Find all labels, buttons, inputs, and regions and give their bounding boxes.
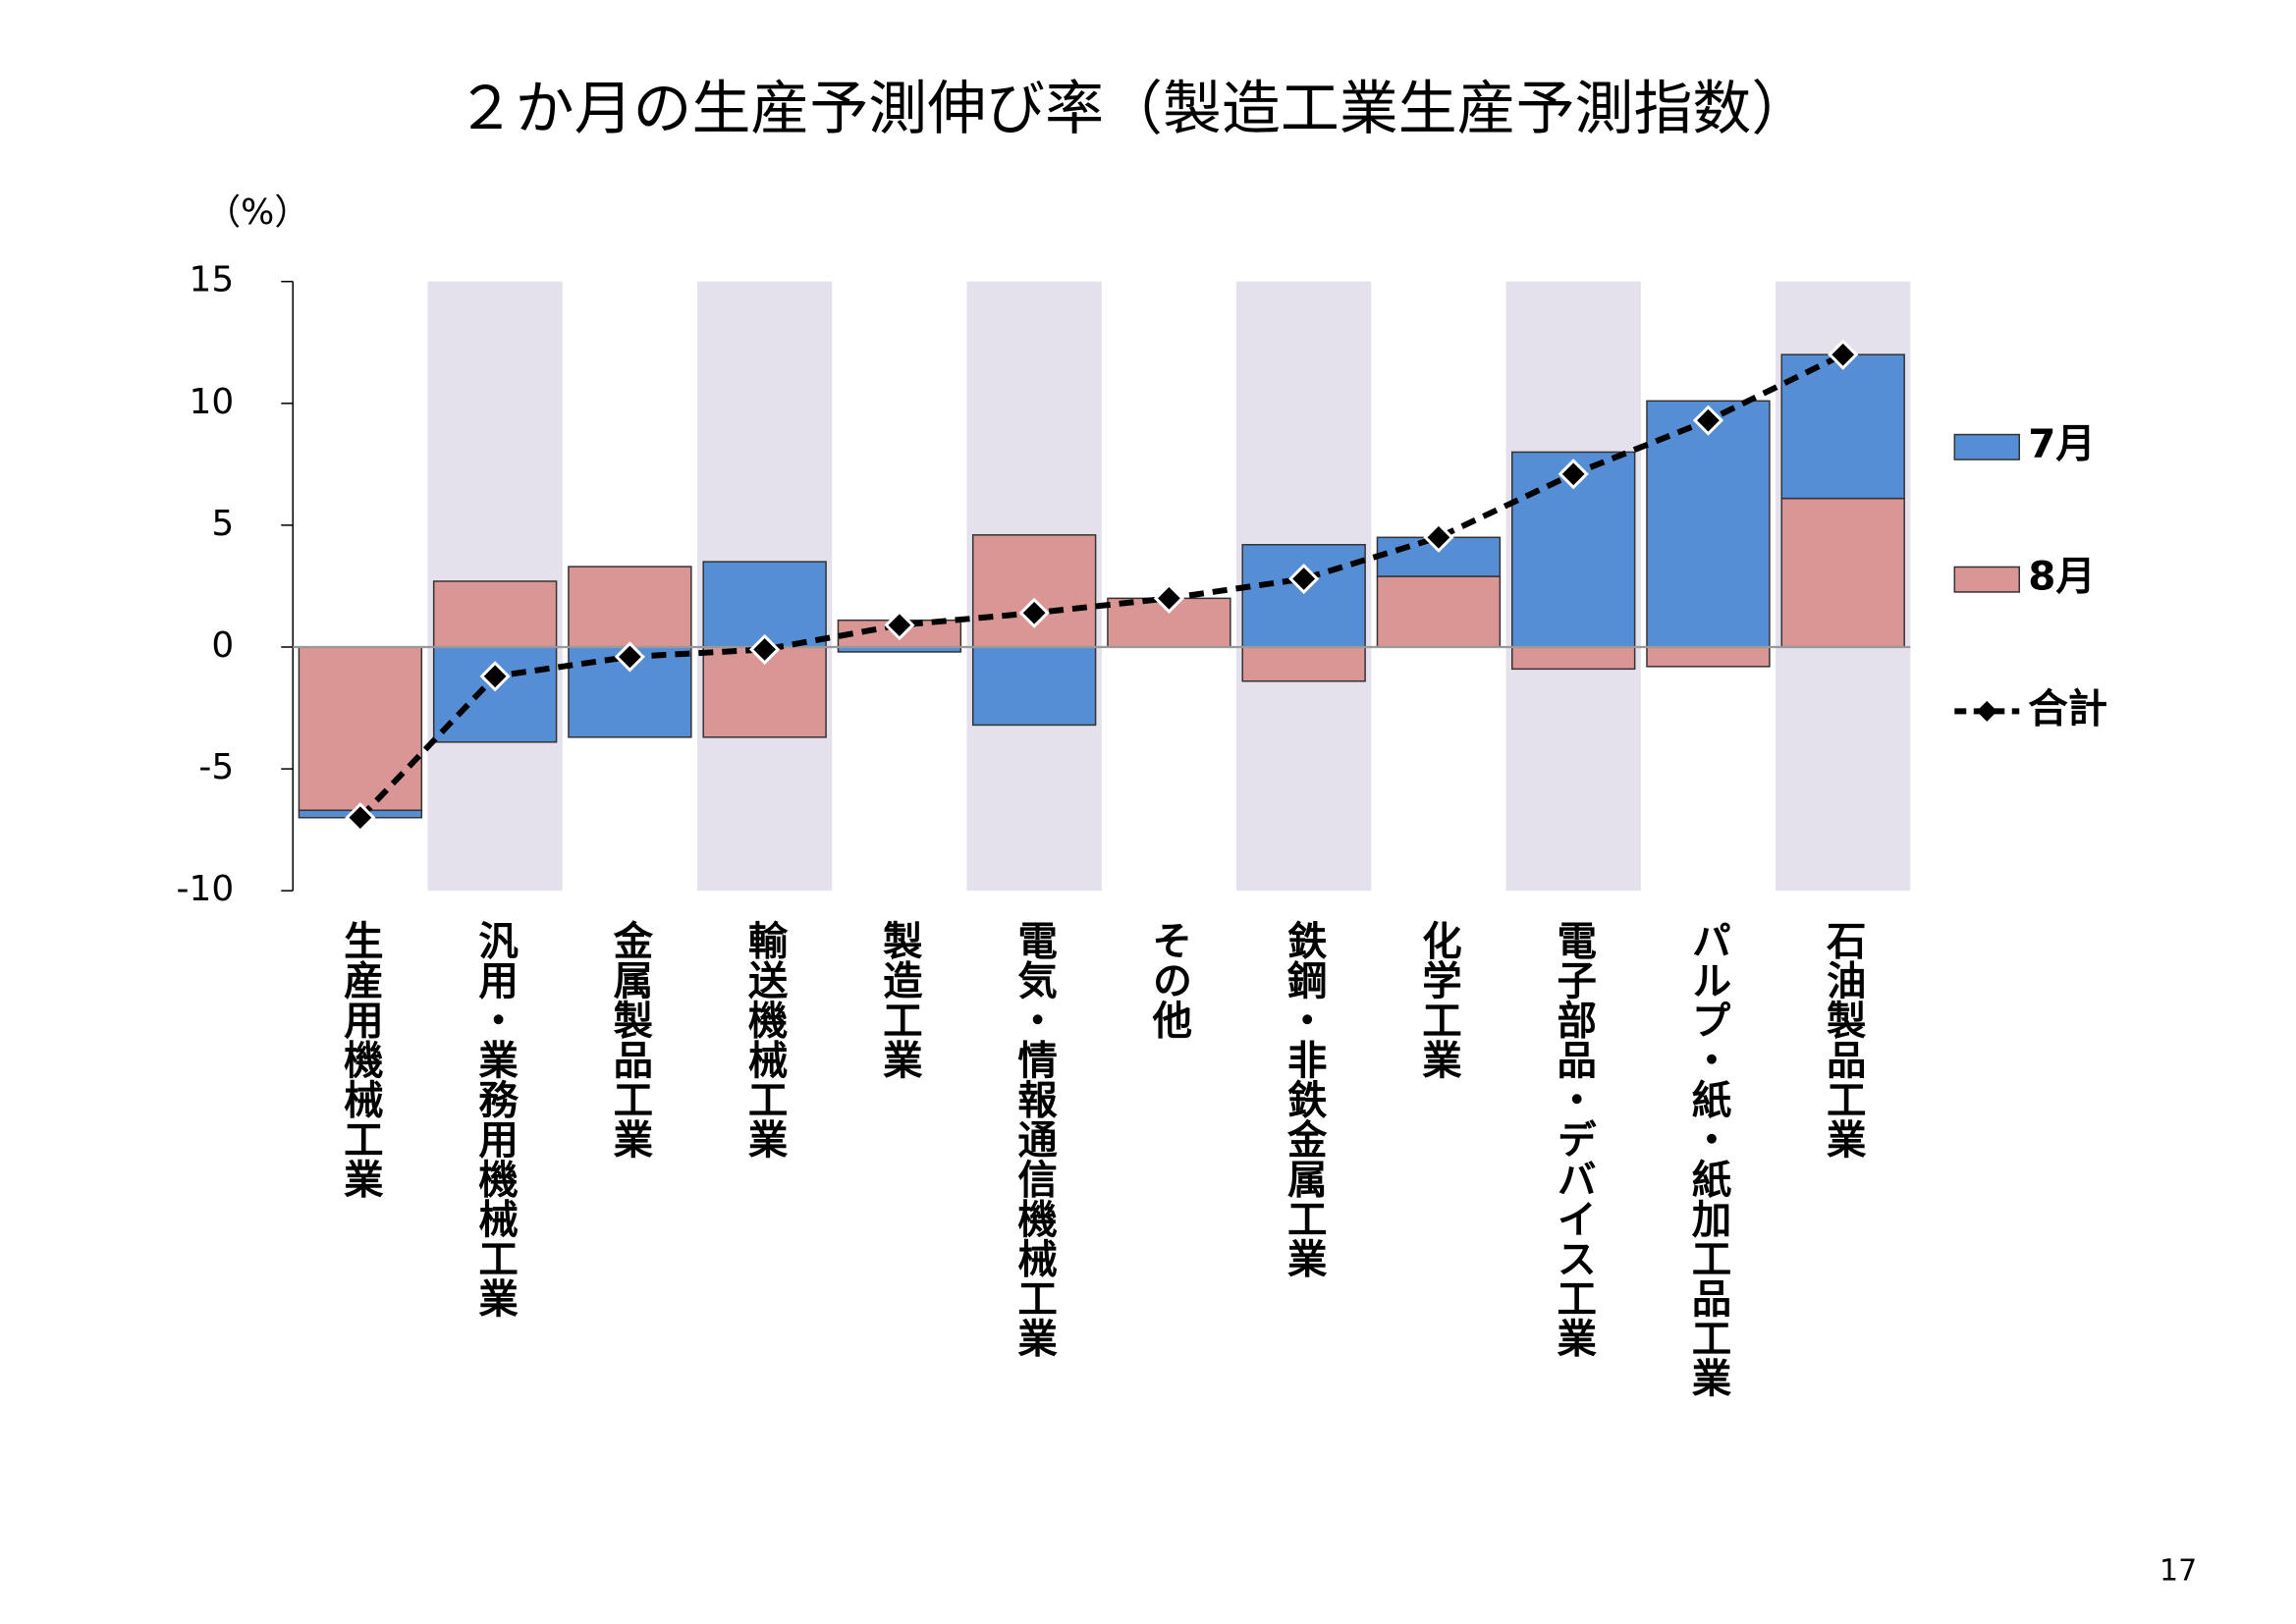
bars [298, 353, 1905, 819]
bar [298, 646, 423, 812]
legend-marker [1976, 700, 1997, 722]
total-marker [479, 661, 511, 692]
x-tick-label: その他 [1145, 920, 1192, 1040]
y-tick-label: 10 [190, 382, 235, 422]
total-marker [749, 633, 781, 666]
y-tick-label: -10 [177, 869, 235, 909]
total-marker [1153, 582, 1185, 614]
bar [1241, 544, 1366, 648]
x-tick-label: 電子部品・デバイス工業 [1550, 920, 1597, 1357]
x-tick-label: 金属製品工業 [606, 920, 653, 1159]
bar [1376, 575, 1502, 648]
y-unit: （%） [205, 192, 309, 233]
total-marker [1558, 459, 1589, 490]
legend-label: 8月 [2028, 552, 2096, 599]
total-marker [1018, 597, 1050, 628]
bar [432, 580, 558, 648]
total-marker [1288, 563, 1320, 595]
x-tick-label: 製造工業 [876, 920, 923, 1079]
bar [568, 566, 692, 648]
bar [1241, 646, 1366, 682]
total-marker [1828, 339, 1859, 370]
bar [1646, 400, 1771, 648]
x-tick-label: 輸送機械工業 [741, 920, 789, 1159]
y-tick-label: 0 [211, 625, 234, 666]
total-marker [1692, 405, 1724, 436]
x-tick-label: 石油製品工業 [1820, 920, 1867, 1159]
legend-label: 合計 [2028, 684, 2107, 731]
chart-title: ２か月の生産予測伸び率（製造工業生産予測指数） [457, 75, 1811, 143]
x-tick-label: 鉄鋼・非鉄金属工業 [1281, 920, 1328, 1278]
x-tick-label: パルプ・紙・紙加工品工業 [1684, 920, 1731, 1397]
bar [1780, 497, 1905, 648]
page-number: 17 [2159, 1554, 2197, 1589]
bar [971, 646, 1097, 727]
bar [1646, 646, 1771, 668]
total-marker [614, 641, 645, 673]
legend-swatch [1953, 433, 2020, 460]
legend-label: 7月 [2028, 420, 2096, 467]
x-tick-label: 生産用機械工業 [337, 920, 384, 1199]
total-marker [1423, 521, 1454, 553]
bar [1510, 646, 1636, 671]
x-tick-label: 電気・情報通信機械工業 [1011, 920, 1058, 1357]
total-marker [884, 610, 915, 641]
bar [1780, 353, 1905, 500]
total-marker [345, 802, 376, 834]
legend-swatch [1953, 566, 2020, 593]
x-tick-label: 汎用・業務用機械工業 [471, 920, 519, 1318]
y-tick-label: -5 [198, 747, 234, 787]
y-tick-label: 5 [211, 504, 234, 544]
bar [702, 561, 827, 648]
bar [971, 534, 1097, 648]
y-tick-label: 15 [190, 260, 235, 300]
total-line [357, 352, 1845, 820]
x-tick-label: 化学工業 [1415, 920, 1462, 1079]
